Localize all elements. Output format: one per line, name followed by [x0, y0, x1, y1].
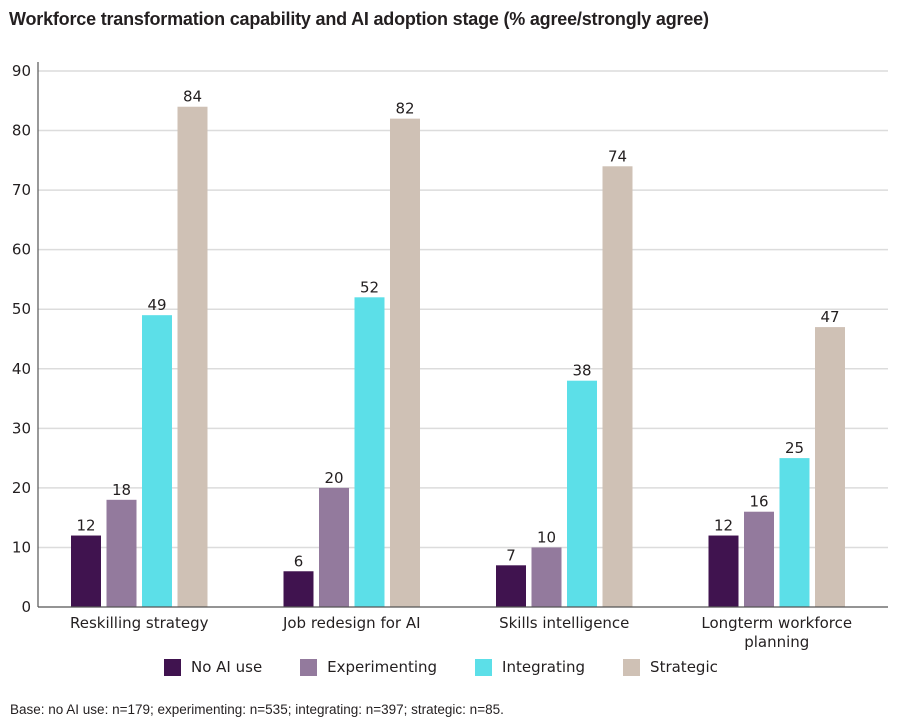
- data-label: 47: [820, 308, 839, 326]
- data-label: 52: [360, 278, 379, 296]
- chart-title: Workforce transformation capability and …: [9, 9, 709, 29]
- legend-label: Strategic: [650, 658, 718, 676]
- bar-strategic: [177, 106, 208, 607]
- bar-strategic: [390, 118, 420, 608]
- bar-integrating: [779, 458, 810, 607]
- data-label: 7: [506, 546, 516, 564]
- y-tick-label: 0: [21, 598, 31, 616]
- legend-label: No AI use: [191, 658, 263, 676]
- bar-no-ai-use: [71, 535, 101, 607]
- bar-integrating: [567, 380, 597, 607]
- x-category-label: planning: [744, 633, 809, 651]
- data-label: 74: [608, 147, 627, 165]
- data-label: 38: [572, 362, 591, 380]
- legend-swatch: [300, 658, 318, 676]
- bar-integrating: [354, 297, 385, 607]
- bars: [71, 106, 845, 608]
- data-label: 82: [395, 100, 414, 118]
- y-tick-label: 40: [12, 360, 31, 378]
- legend-swatch: [164, 658, 181, 676]
- y-tick-label: 80: [12, 122, 31, 140]
- x-category-label: Longterm workforce: [701, 614, 852, 632]
- legend-item: Strategic: [623, 658, 718, 676]
- legend-item: Integrating: [475, 658, 585, 676]
- data-label: 84: [183, 88, 202, 106]
- y-axis-ticks: 0 10 20 30 40 50 60 70 80 90: [12, 62, 31, 616]
- y-tick-label: 30: [12, 419, 31, 437]
- data-label: 16: [749, 493, 768, 511]
- bar-experimenting: [319, 487, 349, 607]
- y-tick-label: 20: [12, 479, 31, 497]
- legend-item: No AI use: [164, 658, 262, 676]
- data-label: 20: [324, 469, 343, 487]
- legend: No AI use Experimenting Integrating Strateg…: [164, 658, 756, 676]
- y-tick-label: 10: [12, 538, 31, 556]
- bar-no-ai-use: [283, 571, 314, 607]
- x-category-label: Job redesign for AI: [282, 614, 421, 632]
- data-label: 12: [714, 517, 733, 535]
- bar-experimenting: [744, 511, 774, 607]
- legend-swatch: [623, 658, 641, 676]
- data-label: 49: [147, 296, 166, 314]
- bar-strategic: [602, 166, 633, 608]
- data-labels: 12 18 49 84 6 20 52 82 7 10 38 74 12 16 25 47: [76, 88, 839, 571]
- bar-strategic: [815, 327, 845, 607]
- y-tick-label: 60: [12, 241, 31, 259]
- footnote: Base: no AI use: n=179; experimenting: n…: [10, 702, 504, 717]
- legend-item: Experimenting: [300, 658, 437, 676]
- data-label: 10: [537, 528, 556, 546]
- y-tick-label: 70: [12, 181, 31, 199]
- y-tick-label: 90: [12, 62, 31, 80]
- bar-experimenting: [106, 499, 137, 607]
- legend-label: Experimenting: [327, 658, 438, 676]
- y-tick-label: 50: [12, 300, 31, 318]
- x-category-label: Reskilling strategy: [70, 614, 209, 632]
- data-label: 6: [294, 552, 304, 570]
- gridlines: [38, 70, 888, 549]
- bar-no-ai-use: [708, 535, 739, 607]
- x-category-label: Skills intelligence: [499, 614, 629, 632]
- legend-swatch: [475, 658, 493, 676]
- x-axis-labels: Reskilling strategy Job redesign for AI Sk…: [70, 614, 852, 651]
- data-label: 25: [785, 439, 804, 457]
- data-label: 12: [76, 517, 95, 535]
- data-label: 18: [112, 481, 131, 499]
- bar-experimenting: [531, 547, 562, 607]
- bar-no-ai-use: [496, 565, 526, 607]
- legend-label: Integrating: [502, 658, 586, 676]
- bar-integrating: [142, 315, 172, 607]
